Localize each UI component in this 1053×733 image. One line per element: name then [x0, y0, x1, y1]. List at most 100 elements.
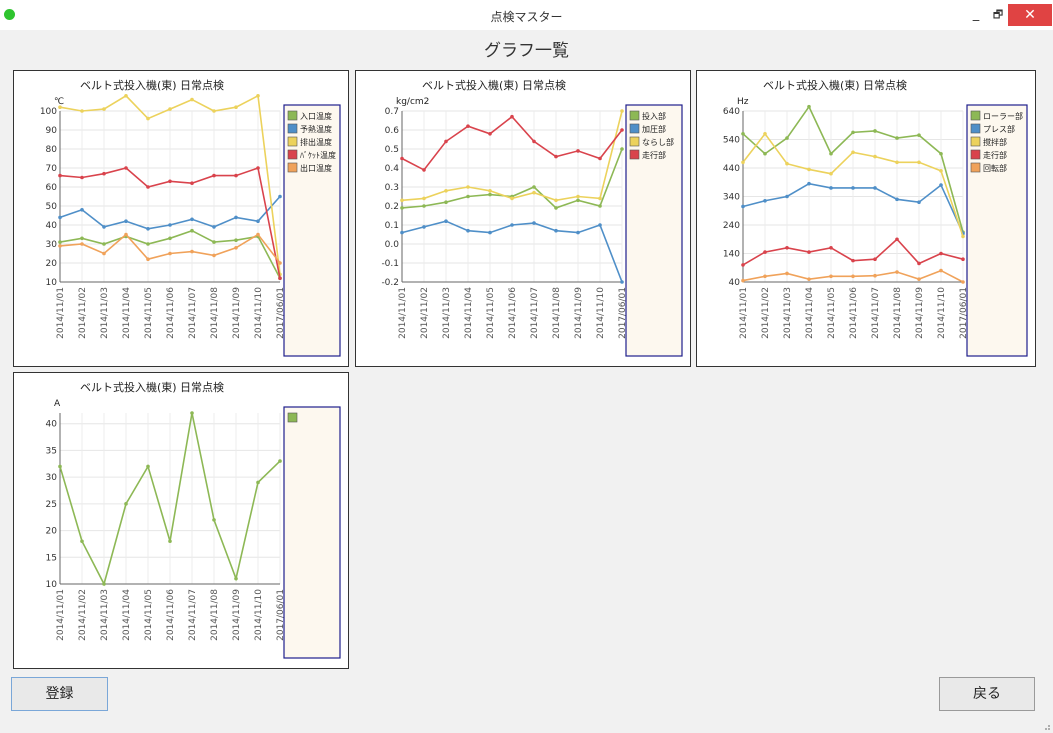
chart-title: ベルト式投入機(東) 日常点検: [80, 380, 224, 394]
y-tick-label: 20: [46, 527, 58, 537]
x-tick-label: 2014/11/07: [530, 287, 540, 339]
y-axis-unit: Hz: [737, 97, 749, 107]
data-point: [400, 206, 404, 210]
data-point: [510, 223, 514, 227]
x-tick-label: 2014/11/05: [827, 287, 837, 339]
x-tick-label: 2014/11/09: [232, 287, 242, 339]
data-point: [620, 109, 624, 113]
data-point: [146, 227, 150, 231]
data-point: [939, 169, 943, 173]
legend-box: [283, 104, 341, 357]
legend-label: 投入部: [642, 111, 666, 121]
legend-swatch: [970, 136, 981, 147]
y-tick-label: 540: [723, 136, 740, 146]
x-tick-label: 2014/11/08: [893, 287, 903, 339]
data-point: [146, 257, 150, 261]
data-point: [234, 576, 238, 581]
data-point: [598, 156, 602, 161]
data-point: [124, 166, 128, 170]
data-point: [554, 198, 558, 203]
x-tick-label: 2017/06/01: [959, 287, 969, 339]
x-tick-label: 2014/11/03: [783, 287, 793, 339]
data-point: [168, 107, 172, 111]
data-point: [190, 217, 194, 222]
data-point: [146, 464, 150, 469]
data-point: [620, 280, 624, 284]
legend-swatch: [629, 110, 640, 121]
data-point: [939, 151, 943, 156]
data-point: [741, 160, 745, 165]
x-tick-label: 2014/11/01: [56, 589, 66, 641]
data-point: [598, 204, 602, 208]
legend-label: 入口温度: [300, 111, 332, 121]
data-point: [256, 219, 260, 223]
data-point: [256, 94, 260, 98]
x-tick-label: 2014/11/07: [188, 287, 198, 339]
x-tick-label: 2017/06/01: [276, 287, 286, 339]
y-tick-label: 440: [723, 164, 740, 174]
x-tick-label: 2014/11/05: [144, 287, 154, 339]
close-button[interactable]: ✕: [1008, 4, 1052, 26]
data-point: [58, 240, 62, 244]
data-point: [576, 149, 580, 153]
chart-title: ベルト式投入機(東) 日常点検: [422, 78, 566, 92]
data-point: [124, 219, 128, 223]
data-point: [829, 171, 833, 176]
data-point: [124, 232, 128, 237]
data-point: [102, 251, 106, 256]
y-tick-label: 0.6: [385, 126, 400, 136]
x-tick-label: 2014/11/03: [442, 287, 452, 339]
resize-grip-icon[interactable]: [1041, 721, 1051, 731]
data-point: [785, 246, 789, 250]
x-tick-label: 2014/11/01: [56, 287, 66, 339]
data-point: [102, 171, 106, 176]
maximize-button[interactable]: 🗗: [992, 8, 1004, 21]
line-chart: ベルト式投入機(東) 日常点検 Hz 40 140 240 340 440 540 640 201…: [723, 78, 1028, 357]
x-tick-label: 2014/11/06: [508, 287, 518, 339]
data-point: [212, 240, 216, 244]
legend-swatch: [970, 110, 981, 121]
data-point: [58, 215, 62, 220]
data-point: [576, 230, 580, 235]
data-point: [58, 173, 62, 178]
data-point: [576, 194, 580, 199]
x-tick-label: 2014/11/04: [122, 589, 132, 641]
x-tick-label: 2014/11/10: [254, 589, 264, 641]
register-button[interactable]: 登録: [11, 677, 108, 711]
data-point: [917, 277, 921, 281]
legend-label: ローラー部: [983, 111, 1023, 121]
data-point: [829, 246, 833, 250]
data-point: [741, 263, 745, 267]
y-axis-unit: A: [54, 399, 61, 409]
data-point: [576, 198, 580, 203]
data-point: [532, 190, 536, 195]
data-point: [256, 166, 260, 170]
y-tick-label: 0.0: [385, 240, 400, 250]
y-axis-unit: kg/cm2: [396, 97, 429, 107]
y-tick-label: 340: [723, 193, 740, 203]
minimize-button[interactable]: _: [972, 7, 980, 22]
data-point: [554, 228, 558, 233]
y-tick-label: 0.2: [385, 202, 399, 212]
back-button[interactable]: 戻る: [939, 677, 1035, 711]
data-point: [785, 136, 789, 140]
y-tick-label: 25: [46, 500, 57, 510]
data-point: [873, 154, 877, 159]
data-point: [763, 198, 767, 203]
y-tick-label: 100: [40, 107, 57, 117]
data-point: [102, 242, 106, 246]
data-point: [190, 181, 194, 185]
data-point: [466, 124, 470, 128]
legend-label: 走行部: [983, 150, 1007, 160]
data-point: [190, 97, 194, 102]
x-tick-label: 2014/11/09: [232, 589, 242, 641]
data-point: [939, 268, 943, 273]
y-tick-label: -0.2: [381, 278, 399, 288]
data-point: [400, 156, 404, 161]
title-bar: 点検マスター _ 🗗 ✕: [0, 0, 1053, 30]
window-title: 点検マスター: [490, 10, 563, 24]
data-point: [851, 150, 855, 155]
data-point: [124, 94, 128, 98]
data-point: [598, 223, 602, 227]
data-point: [278, 194, 282, 199]
